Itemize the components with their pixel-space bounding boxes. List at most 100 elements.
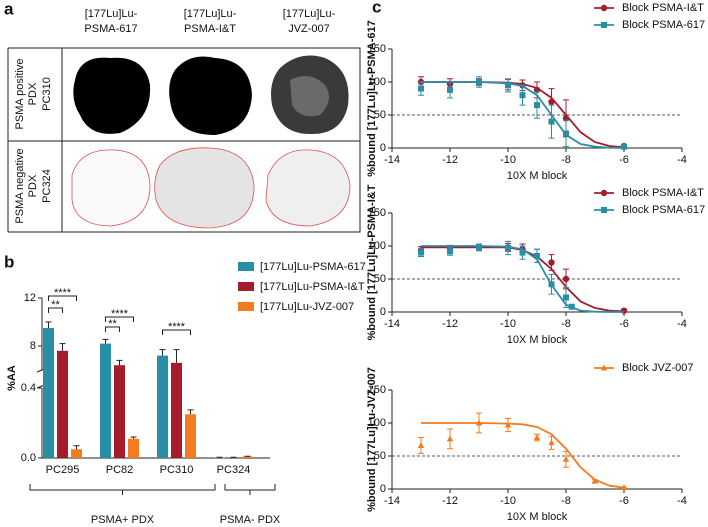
error-bar xyxy=(130,436,137,439)
legend-label: Block PSMA-I&T xyxy=(622,187,704,199)
bar xyxy=(100,343,111,458)
x-axis-label: 10X M block xyxy=(507,334,568,346)
x-tick-label: -4 xyxy=(677,495,687,507)
row-sample: PC310 xyxy=(41,77,53,111)
x-tick-label: -12 xyxy=(442,318,458,330)
column-header: [177Lu]Lu- xyxy=(184,8,237,20)
x-tick-label: PC295 xyxy=(46,464,80,476)
legend-marker xyxy=(601,22,607,28)
legend-label: Block PSMA-617 xyxy=(622,204,705,216)
marker xyxy=(563,294,569,301)
y-tick-label: 150 xyxy=(368,43,386,55)
row-label: PDX xyxy=(27,82,39,105)
x-tick-label: -14 xyxy=(384,154,400,166)
marker xyxy=(476,244,482,251)
marker xyxy=(548,259,555,266)
marker xyxy=(475,419,483,426)
x-tick-label: PC310 xyxy=(160,464,194,476)
bar xyxy=(114,365,125,458)
autoradiograph xyxy=(290,76,329,117)
x-tick-label: -10 xyxy=(500,495,516,507)
x-tick-label: PC82 xyxy=(106,464,134,476)
group-bracket xyxy=(224,484,276,495)
marker xyxy=(621,143,627,150)
bar xyxy=(57,350,68,458)
x-tick-label: -4 xyxy=(677,154,687,166)
marker xyxy=(562,275,570,283)
column-header: [177Lu]Lu- xyxy=(283,8,336,20)
group-label: PSMA- PDX xyxy=(220,514,281,526)
y-tick-label: 150 xyxy=(368,384,386,396)
y-tick-label: 50 xyxy=(374,109,386,121)
bar xyxy=(71,449,82,458)
significance-bracket xyxy=(105,326,120,332)
marker xyxy=(562,455,570,462)
autoradiograph xyxy=(73,57,151,134)
panel-label: a xyxy=(4,0,14,18)
x-tick-label: -10 xyxy=(500,154,516,166)
y-tick-label: 0 xyxy=(380,306,386,318)
marker xyxy=(505,82,511,89)
marker xyxy=(446,435,454,442)
significance-bracket xyxy=(105,316,134,322)
fit-curve xyxy=(421,422,625,489)
marker xyxy=(534,252,540,259)
x-tick-label: -6 xyxy=(619,154,629,166)
bar xyxy=(128,438,139,458)
fit-curve xyxy=(421,246,625,313)
error-bar xyxy=(159,349,166,356)
y-axis-label: %bound [177Lu]Lu-JVZ-007 xyxy=(366,367,378,512)
x-tick-label: -14 xyxy=(384,495,400,507)
legend-swatch xyxy=(238,282,254,291)
frame xyxy=(61,47,361,233)
legend-label: Block PSMA-I&T xyxy=(622,2,704,14)
row-label: PSMA negative xyxy=(14,148,26,223)
legend-swatch xyxy=(238,262,254,271)
marker xyxy=(620,484,628,491)
legend-label: [177Lu]Lu-JVZ-007 xyxy=(260,301,354,313)
y-axis-label: %bound [177Lu]Lu-PSMA-I&T xyxy=(366,184,378,340)
legend-label: [177Lu]Lu-PSMA-I&T xyxy=(260,281,365,293)
fit-curve xyxy=(421,81,625,149)
significance-label: ** xyxy=(108,318,117,330)
panel-a-grid xyxy=(7,47,361,233)
significance-label: **** xyxy=(168,321,186,333)
column-header: JVZ-007 xyxy=(288,23,330,35)
marker xyxy=(591,477,599,484)
legend-label: [177Lu]Lu-PSMA-617 xyxy=(260,261,366,273)
error-bar xyxy=(102,338,109,344)
marker xyxy=(447,248,453,255)
autoradiograph xyxy=(154,147,255,229)
marker xyxy=(548,439,555,446)
significance-bracket xyxy=(48,295,77,301)
column-header: [177Lu]Lu- xyxy=(85,8,138,20)
significance-bracket xyxy=(48,307,63,313)
marker xyxy=(548,281,555,288)
x-tick-label: -12 xyxy=(442,154,458,166)
marker xyxy=(519,92,526,99)
legend-marker xyxy=(601,207,607,213)
marker xyxy=(548,118,555,125)
error-bar xyxy=(73,445,80,450)
error-bar xyxy=(116,359,123,366)
y-axis xyxy=(41,298,270,459)
significance-label: **** xyxy=(54,287,72,299)
bar xyxy=(171,362,182,458)
marker xyxy=(505,244,511,251)
legend-marker xyxy=(600,4,608,12)
significance-label: ** xyxy=(51,299,60,311)
x-tick-label: -6 xyxy=(619,495,629,507)
x-tick-label: -6 xyxy=(619,318,629,330)
legend-label: Block JVZ-007 xyxy=(622,362,694,374)
y-tick-label: 0 xyxy=(380,483,386,495)
autoradiograph xyxy=(71,149,151,227)
marker xyxy=(534,102,540,109)
error-bar xyxy=(59,343,66,351)
y-tick-label: 100 xyxy=(368,76,386,88)
x-tick-label: -8 xyxy=(561,318,571,330)
y-tick-label: 50 xyxy=(374,450,386,462)
marker xyxy=(548,98,555,106)
x-axis-label: 10X M block xyxy=(507,511,568,523)
marker xyxy=(563,130,569,137)
